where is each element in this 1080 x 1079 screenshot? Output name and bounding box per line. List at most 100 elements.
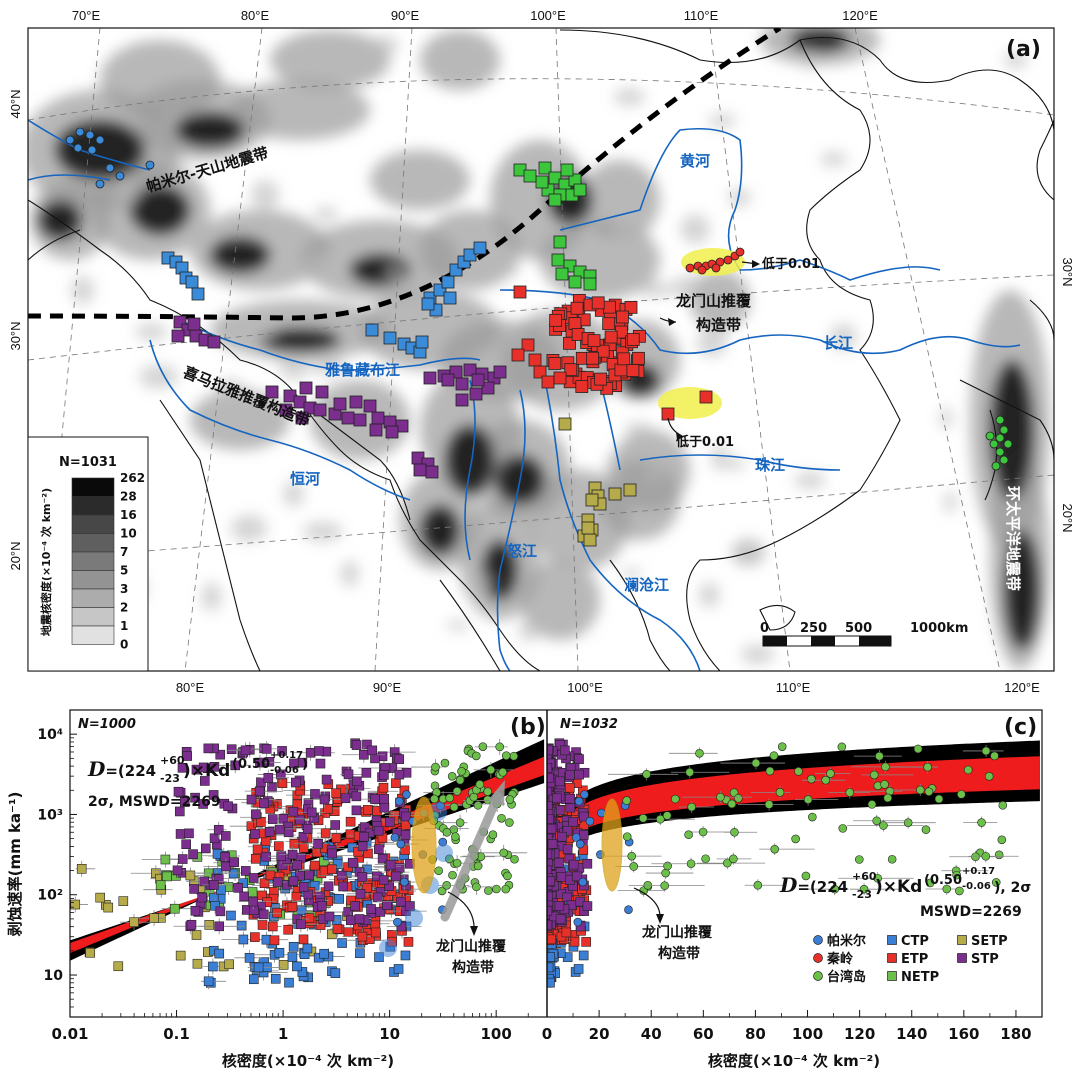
density-core — [990, 360, 1034, 500]
point-STP — [323, 881, 334, 892]
lat-right-30: 30°N — [1060, 257, 1075, 286]
point-台湾岛 — [915, 785, 925, 795]
point-STP — [277, 746, 287, 756]
density-core — [790, 28, 850, 52]
b-ytick-10⁴: 10⁴ — [37, 727, 63, 743]
point-STP — [296, 919, 306, 930]
river-label-zhujiang: 珠江 — [755, 456, 785, 474]
taiwan-sample — [999, 425, 1009, 435]
etp-sample — [533, 365, 547, 379]
point-CTP — [244, 953, 255, 963]
point-STP — [200, 843, 211, 854]
point-ETP — [357, 931, 368, 942]
point-台湾岛 — [952, 870, 961, 880]
legend-marker-ETP — [887, 953, 897, 963]
point-STP — [547, 891, 553, 902]
ctp-sample — [443, 291, 457, 305]
lon-top-80: 80°E — [241, 8, 270, 23]
point-CTP — [547, 977, 555, 988]
point-STP — [220, 831, 231, 841]
point-STP — [233, 883, 244, 893]
c-xtick-20: 20 — [589, 1025, 610, 1043]
point-台湾岛 — [501, 751, 511, 760]
point-台湾岛 — [622, 832, 632, 841]
map-tick-labels: 70°E 80°E 90°E 100°E 110°E 120°E 80°E 90… — [8, 8, 1075, 695]
svg-text:): ) — [302, 757, 308, 772]
point-STP — [215, 906, 226, 917]
point-STP — [174, 806, 185, 817]
point-STP — [555, 776, 565, 787]
point-台湾岛 — [510, 854, 519, 864]
stp-sample — [279, 403, 293, 417]
density-speckle — [740, 644, 775, 665]
point-台湾岛 — [661, 868, 670, 878]
lon-top-70: 70°E — [72, 8, 101, 23]
etp-sample — [528, 353, 542, 367]
point-CTP — [214, 948, 225, 959]
stp-sample — [315, 385, 329, 399]
point-STP — [319, 794, 330, 805]
point-台湾岛 — [903, 818, 913, 827]
point-台湾岛 — [770, 844, 780, 854]
etp-sample — [591, 296, 605, 310]
point-STP — [554, 901, 565, 911]
panel-c-label: (c) — [1004, 715, 1037, 740]
legend-swatch-1 — [71, 625, 115, 645]
density-blob — [230, 80, 370, 140]
point-STP — [354, 914, 365, 924]
point-CTP — [374, 952, 384, 962]
point-台湾岛 — [457, 767, 466, 776]
point-台湾岛 — [729, 854, 738, 864]
density-speckle — [940, 406, 953, 430]
point-台湾岛 — [830, 884, 840, 894]
point-台湾岛 — [963, 765, 973, 775]
legend-level-7: 7 — [120, 545, 128, 559]
density-speckle — [943, 490, 957, 514]
etp-sample — [617, 352, 631, 366]
point-CTP — [297, 967, 308, 977]
point-STP — [400, 830, 411, 840]
panel-c-annotation-1: 龙门山推覆 — [641, 924, 713, 941]
point-台湾岛 — [869, 770, 879, 780]
point-STP — [264, 826, 275, 837]
density-core — [420, 505, 460, 555]
svg-text:), 2σ: ), 2σ — [994, 880, 1031, 896]
stp-sample — [369, 423, 383, 437]
point-CTP — [332, 859, 343, 869]
point-台湾岛 — [627, 851, 637, 861]
lat-left-30: 30°N — [8, 321, 23, 350]
ctp-sample — [383, 331, 397, 345]
point-STP — [289, 758, 299, 769]
density-speckle — [214, 379, 246, 407]
stp-sample — [371, 411, 385, 425]
point-STP — [552, 793, 562, 804]
point-STP — [250, 829, 260, 839]
point-帕米尔 — [390, 833, 400, 842]
legend-marker-STP — [957, 953, 967, 963]
point-台湾岛 — [753, 880, 763, 890]
density-speckle — [230, 514, 268, 542]
point-STP — [345, 915, 356, 926]
point-STP — [261, 744, 272, 754]
point-ETP — [362, 805, 373, 815]
point-STP — [547, 814, 554, 824]
point-STP — [239, 891, 249, 902]
point-台湾岛 — [455, 775, 465, 785]
density-speckle — [540, 543, 576, 561]
point-台湾岛 — [801, 871, 811, 881]
point-STP — [306, 807, 317, 818]
legend-label-台湾岛: 台湾岛 — [827, 969, 866, 985]
seismic-density-shading — [28, 28, 1050, 670]
point-STP — [278, 813, 289, 824]
point-台湾岛 — [934, 794, 944, 804]
scale-label-500: 500 — [845, 621, 872, 636]
point-台湾岛 — [469, 792, 479, 802]
point-台湾岛 — [471, 751, 481, 761]
point-台湾岛 — [777, 742, 787, 751]
point-STP — [359, 749, 369, 760]
point-CTP — [578, 950, 589, 961]
point-CTP — [203, 976, 214, 987]
point-CTP — [337, 938, 347, 948]
point-STP — [554, 740, 565, 750]
